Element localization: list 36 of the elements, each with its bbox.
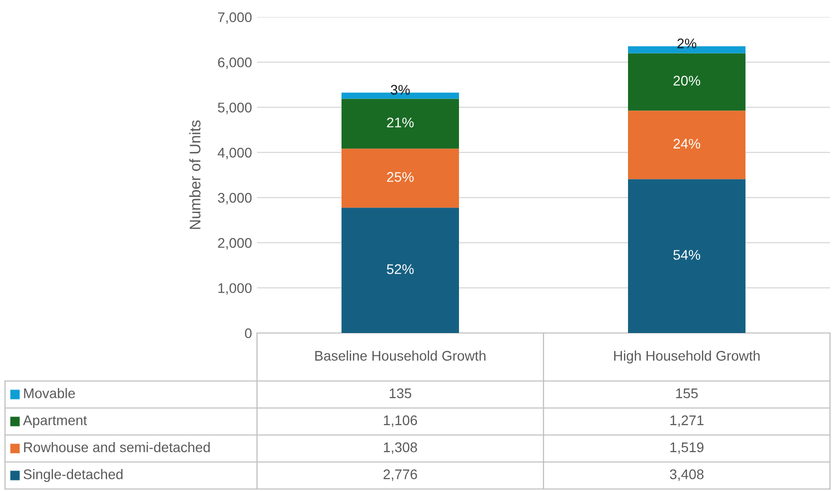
- bar: [628, 179, 746, 333]
- bar: [628, 110, 746, 180]
- annotation: 52%: [386, 264, 414, 274]
- y-tick-label: 0: [244, 328, 252, 338]
- x-tick-label: High Household Growth: [614, 350, 760, 364]
- bar: [342, 98, 459, 149]
- data-label: 1,519: [670, 442, 704, 454]
- data-label: 1,106: [384, 415, 418, 427]
- legend-label: Rowhouse and semi-detached: [24, 442, 210, 452]
- x-tick-label: Baseline Household Growth: [315, 350, 486, 361]
- annotation: 20%: [674, 76, 700, 86]
- data-label: 2,776: [384, 469, 418, 481]
- legend-label: Movable: [24, 388, 75, 398]
- bar: [342, 148, 459, 208]
- data-label: 135: [390, 388, 412, 398]
- y-axis-title: Number of Units: [189, 120, 200, 229]
- y-tick-label: 1,000: [218, 283, 252, 295]
- y-tick-label: 4,000: [218, 148, 252, 160]
- annotation: 54%: [673, 250, 700, 260]
- annotation: 25%: [387, 172, 414, 182]
- data-label: 1,271: [670, 415, 704, 427]
- y-tick-label: 6,000: [218, 57, 252, 69]
- legend-label: Apartment: [23, 416, 87, 428]
- annotation: 21%: [387, 118, 414, 128]
- bar: [628, 53, 746, 111]
- y-tick-label: 5,000: [218, 102, 252, 114]
- legend-label: Single-detached: [24, 469, 122, 482]
- y-tick-label: 7,000: [218, 12, 252, 24]
- y-tick-label: 2,000: [218, 238, 252, 250]
- annotation: 2%: [677, 38, 696, 48]
- bar: [342, 208, 459, 333]
- annotation: 24%: [674, 138, 700, 149]
- data-label: 1,308: [384, 442, 418, 454]
- data-label: 3,408: [670, 469, 704, 481]
- y-tick-label: 3,000: [218, 192, 252, 204]
- data-label: 155: [676, 388, 698, 398]
